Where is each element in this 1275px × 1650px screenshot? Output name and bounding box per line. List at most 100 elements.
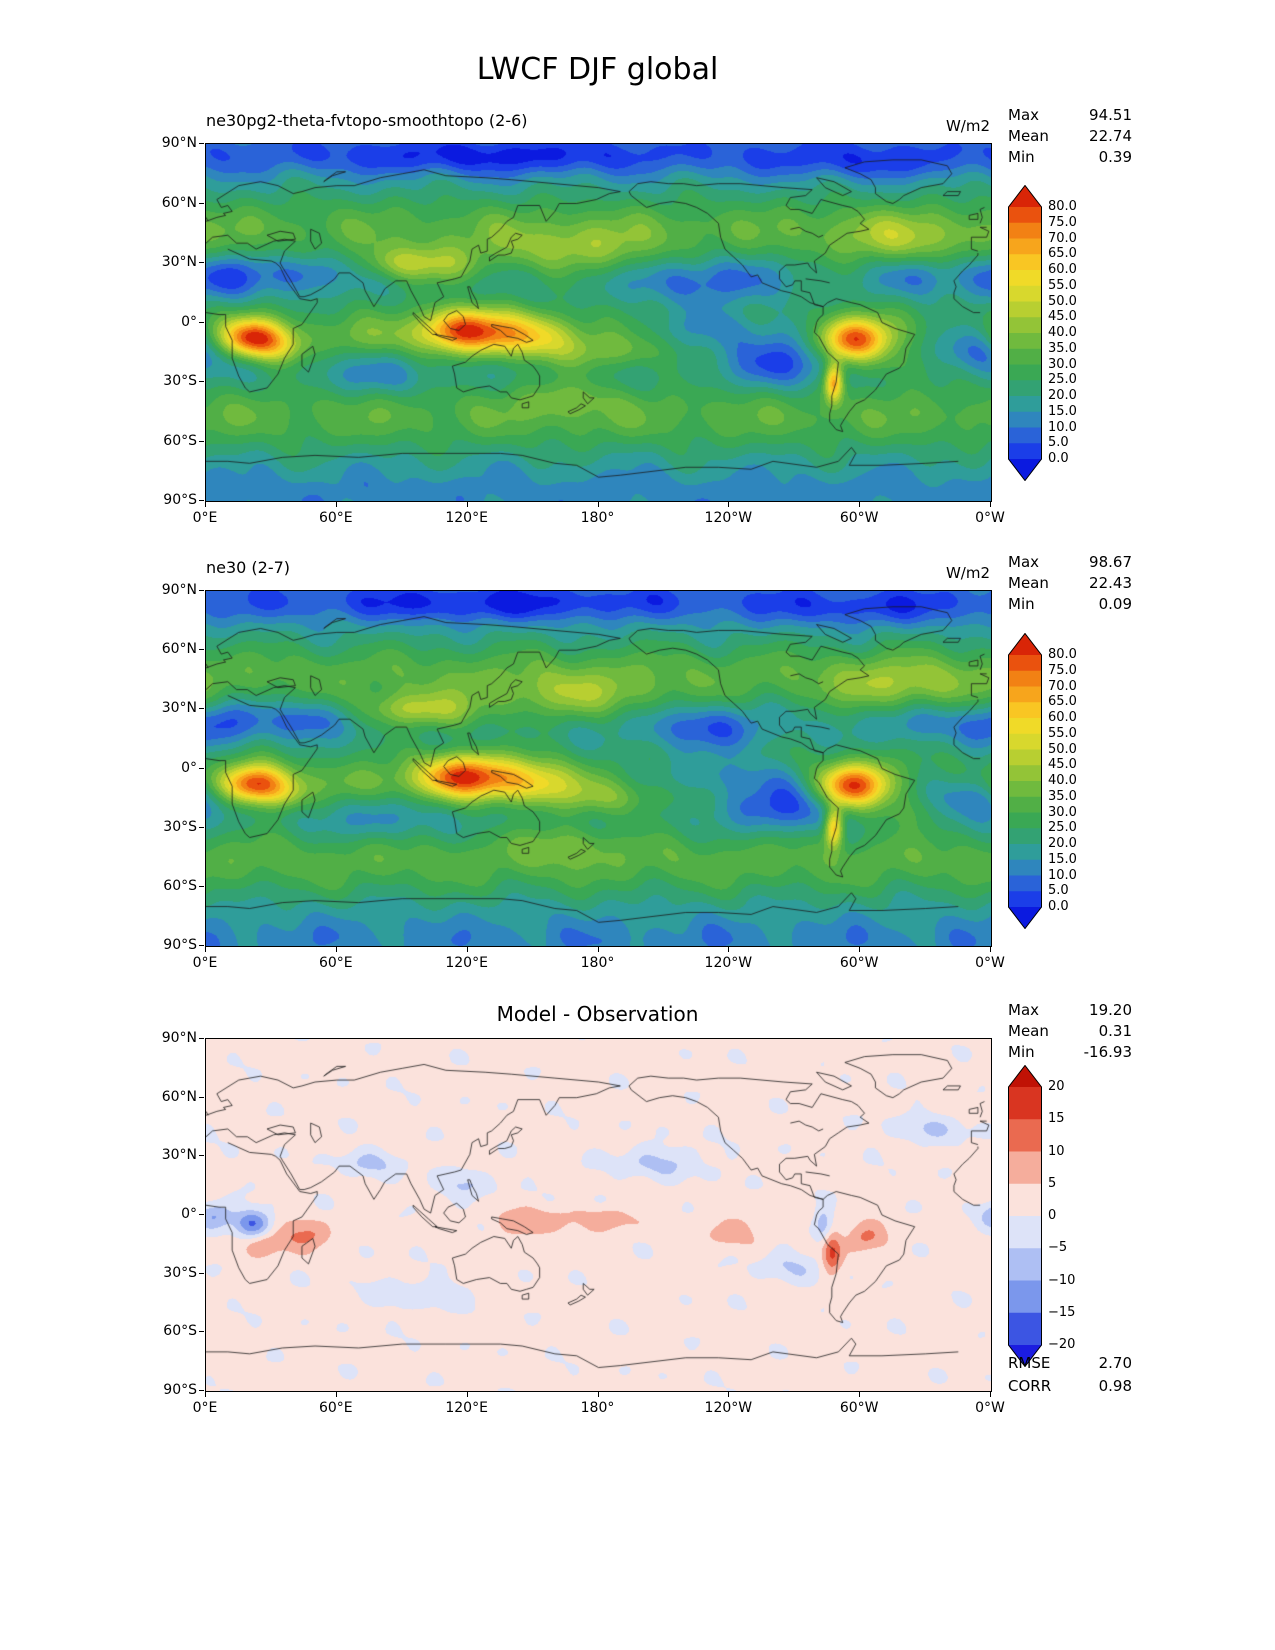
stat-value: 19.20 (1089, 1001, 1132, 1019)
colorbar-tick-label: −5 (1048, 1240, 1068, 1256)
map-area (205, 143, 992, 502)
y-axis-tick-label: 90°N (161, 582, 197, 598)
stat-label: RMSE (1008, 1354, 1051, 1372)
stat-row: Mean 22.43 (1008, 573, 1132, 594)
colorbar (1008, 184, 1042, 485)
y-axis-tick-label: 60°S (163, 432, 197, 449)
colorbar-tick-label: 0.0 (1048, 451, 1069, 466)
colorbar-tick-label: 40.0 (1048, 773, 1077, 788)
colorbar-tick-label: 25.0 (1048, 372, 1077, 388)
colorbar-tick-label: 55.0 (1048, 277, 1077, 293)
stat-value: 0.31 (1098, 1022, 1132, 1040)
y-axis-tick-mark (199, 1155, 204, 1157)
y-axis-tick-mark (199, 767, 204, 769)
stat-row: Min 0.39 (1008, 147, 1132, 168)
x-axis-tick-label: 120°W (704, 510, 753, 526)
x-axis-tick-label: 120°W (704, 955, 753, 971)
x-axis-tick-mark (597, 502, 599, 507)
colorbar-tick-label: 80.0 (1048, 647, 1077, 662)
colorbar-svg (1008, 184, 1042, 482)
panel-title: ne30pg2-theta-fvtopo-smoothtopo (2-6) (206, 111, 528, 130)
x-axis-tick-label: 120°W (704, 1400, 753, 1416)
y-axis-tick-label: 30°S (163, 1264, 197, 1281)
colorbar-tick-label: 10.0 (1048, 419, 1077, 435)
rmse-corr-block: RMSE 2.70 CORR 0.98 (1008, 1352, 1132, 1398)
y-axis-tick-mark (199, 321, 204, 323)
stat-label: Mean (1008, 127, 1049, 145)
y-axis-tick-label: 0° (181, 313, 197, 330)
colorbar-tick-label: 75.0 (1048, 214, 1077, 230)
x-axis-tick-label: 180° (580, 1400, 615, 1416)
x-axis-tick-label: 60°W (839, 1400, 879, 1416)
colorbar-tick-label: 70.0 (1048, 230, 1077, 246)
y-axis-tick-mark (199, 1214, 204, 1215)
y-axis-tick-mark (199, 381, 204, 382)
y-axis-tick-label: 30°N (161, 700, 197, 717)
y-axis-tick-label: 30°S (163, 373, 197, 389)
x-axis-tick-label: 0°E (192, 510, 218, 526)
colorbar-tick-label: 65.0 (1048, 694, 1077, 710)
colorbar-tick-label: 15 (1048, 1111, 1065, 1127)
colorbar (1008, 1064, 1042, 1371)
y-axis-tick-mark (199, 649, 204, 651)
y-axis-tick-mark (199, 1096, 204, 1098)
colorbar-tick-label: −15 (1048, 1304, 1076, 1320)
x-axis-tick-label: 0°E (192, 955, 218, 971)
y-axis-tick-mark (199, 143, 204, 144)
stat-row: CORR 0.98 (1008, 1375, 1132, 1398)
stat-label: Min (1008, 148, 1035, 166)
colorbar-tick-label: 5.0 (1048, 883, 1069, 899)
y-axis-tick-label: 60°N (161, 1088, 197, 1105)
panel-model-minus-observation: Model - Observation Max 19.20 Mean 0.31 Mi… (0, 1000, 1275, 1470)
colorbar-tick-label: −20 (1048, 1337, 1076, 1352)
x-axis-tick-mark (859, 947, 861, 952)
stat-value: 0.09 (1098, 595, 1132, 613)
y-axis-tick-mark (199, 1331, 204, 1333)
colorbar-tick-label: 65.0 (1048, 246, 1077, 262)
x-axis-tick-label: 120°E (445, 1400, 488, 1416)
x-axis-tick-mark (205, 1392, 206, 1397)
colorbar-tick-label: 30.0 (1048, 804, 1077, 820)
figure-title: LWCF DJF global (476, 52, 719, 87)
x-axis-tick-label: 120°E (445, 955, 488, 971)
colorbar-tick-label: 40.0 (1048, 325, 1077, 340)
x-axis-tick-mark (728, 502, 730, 507)
colorbar-svg (1008, 1064, 1042, 1368)
map-canvas (206, 1039, 991, 1391)
y-axis-tick-mark (199, 708, 204, 710)
stat-row: Max 94.51 (1008, 105, 1132, 126)
colorbar-tick-label: 45.0 (1048, 309, 1077, 325)
colorbar-tick-label: 45.0 (1048, 757, 1077, 773)
map-canvas (206, 144, 991, 501)
y-axis-tick-label: 30°N (161, 254, 197, 270)
y-axis-tick-label: 60°S (163, 1323, 197, 1340)
stat-row: Max 98.67 (1008, 552, 1132, 573)
stat-value: -16.93 (1083, 1043, 1132, 1061)
x-axis-tick-mark (466, 947, 468, 952)
stat-value: 98.67 (1089, 553, 1132, 571)
x-axis-tick-mark (335, 502, 337, 507)
stat-row: Mean 0.31 (1008, 1021, 1132, 1042)
y-axis-tick-mark (199, 590, 204, 591)
colorbar-tick-label: 20 (1048, 1079, 1065, 1094)
x-axis-tick-label: 60°E (318, 1400, 353, 1416)
colorbar-tick-label: −10 (1048, 1272, 1076, 1288)
colorbar-tick-label: 5 (1048, 1175, 1057, 1191)
x-axis-tick-mark (990, 502, 991, 507)
y-axis-tick-label: 30°N (161, 1147, 197, 1164)
colorbar-tick-label: 50.0 (1048, 293, 1077, 309)
x-axis-tick-mark (859, 502, 861, 507)
y-axis-tick-label: 0° (181, 759, 197, 776)
y-axis-tick-mark (199, 1272, 204, 1274)
y-axis-tick-label: 90°N (161, 135, 197, 151)
y-axis-tick-label: 60°S (163, 877, 197, 894)
colorbar-tick-label: 10.0 (1048, 867, 1077, 883)
colorbar (1008, 632, 1042, 933)
x-axis-tick-label: 60°W (839, 510, 879, 526)
x-axis-tick-mark (335, 947, 337, 952)
y-axis-tick-mark (199, 262, 204, 263)
panel-title: ne30 (2-7) (206, 558, 291, 577)
x-axis-tick-mark (728, 1392, 730, 1397)
y-axis-tick-label: 0° (181, 1206, 197, 1222)
